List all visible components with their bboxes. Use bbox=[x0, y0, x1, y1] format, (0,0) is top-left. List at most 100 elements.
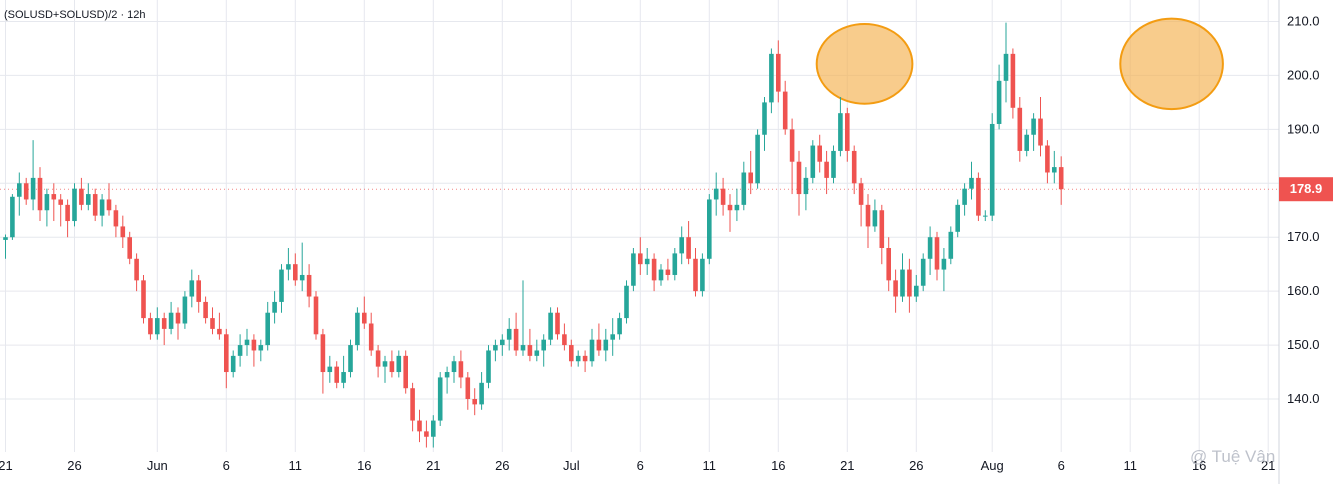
candle-body bbox=[106, 199, 112, 211]
candle-body bbox=[672, 253, 678, 275]
candle-body bbox=[569, 345, 574, 362]
x-tick-label: Jun bbox=[147, 458, 168, 473]
candle-body bbox=[927, 237, 933, 259]
candle-body bbox=[348, 345, 353, 373]
candle-body bbox=[796, 161, 802, 195]
candle-body bbox=[527, 345, 533, 356]
y-tick-label: 170.0 bbox=[1287, 229, 1320, 244]
candle-body bbox=[575, 355, 581, 362]
candle-body bbox=[969, 177, 974, 189]
candle-body bbox=[513, 328, 519, 351]
candle-body bbox=[907, 269, 912, 297]
candle-body bbox=[120, 226, 126, 238]
candle-body bbox=[555, 312, 560, 335]
candle-body bbox=[99, 199, 105, 216]
candle-body bbox=[941, 258, 947, 270]
candle-body bbox=[51, 194, 57, 200]
x-tick-label: 6 bbox=[637, 458, 644, 473]
y-tick-label: 150.0 bbox=[1287, 337, 1320, 352]
candle-body bbox=[368, 323, 374, 351]
x-tick-label: 21 bbox=[0, 458, 13, 473]
candle-body bbox=[789, 129, 795, 162]
candle-body bbox=[410, 388, 415, 421]
y-tick-label: 200.0 bbox=[1287, 67, 1320, 82]
candle-body bbox=[776, 53, 781, 92]
candle-body bbox=[582, 355, 588, 362]
candle-body bbox=[306, 274, 312, 297]
candle-body bbox=[934, 237, 940, 270]
candle-body bbox=[72, 188, 77, 222]
candle-body bbox=[1003, 53, 1009, 81]
candle-body bbox=[203, 301, 208, 319]
candle-body bbox=[734, 204, 740, 211]
candle-body bbox=[748, 172, 753, 184]
candle-body bbox=[341, 372, 346, 383]
y-tick-label: 140.0 bbox=[1287, 391, 1320, 406]
candle-body bbox=[658, 269, 664, 281]
x-tick-label: Aug bbox=[981, 458, 1004, 473]
candle-body bbox=[686, 237, 691, 259]
candle-body bbox=[375, 350, 381, 367]
candle-body bbox=[1031, 118, 1036, 135]
candle-body bbox=[1010, 53, 1016, 108]
candle-body bbox=[948, 231, 954, 259]
candle-body bbox=[638, 253, 643, 265]
candle-body bbox=[86, 194, 91, 205]
candle-body bbox=[134, 258, 139, 281]
candle-body bbox=[879, 210, 885, 248]
candle-body bbox=[417, 420, 422, 432]
candle-body bbox=[382, 361, 388, 367]
time-axis[interactable]: 21 26 Jun 6 11 16 21 26 Jul 6 11 16 21 26 Aug 6 11 16 21 bbox=[0, 458, 1275, 473]
highlight-circles bbox=[815, 17, 1224, 111]
x-tick-label: 11 bbox=[703, 458, 717, 473]
y-tick-label: 160.0 bbox=[1287, 283, 1320, 298]
candle-body bbox=[803, 177, 809, 195]
candle-body bbox=[493, 345, 498, 351]
candle-body bbox=[851, 150, 857, 184]
candle-body bbox=[224, 334, 229, 373]
candle-body bbox=[603, 339, 609, 351]
candle-body bbox=[769, 53, 774, 103]
candle-body bbox=[520, 345, 526, 351]
candle-body bbox=[389, 361, 395, 373]
candle-body bbox=[58, 199, 63, 205]
candle-body bbox=[865, 204, 871, 227]
candle-body bbox=[1038, 118, 1043, 146]
candle-body bbox=[596, 339, 602, 351]
candle-body bbox=[548, 312, 553, 340]
candle-body bbox=[3, 237, 8, 240]
candle-body bbox=[79, 188, 84, 205]
candle-body bbox=[741, 172, 747, 205]
x-tick-label: 16 bbox=[357, 458, 371, 473]
candle-body bbox=[210, 318, 215, 329]
candle-body bbox=[230, 355, 236, 373]
candle-body bbox=[782, 91, 788, 130]
watermark: @ Tuệ Vân bbox=[1190, 447, 1276, 466]
candle-body bbox=[1058, 167, 1064, 190]
candle-body bbox=[320, 334, 326, 373]
candle-body bbox=[644, 258, 650, 265]
x-tick-label: 11 bbox=[1123, 458, 1137, 473]
candle-body bbox=[396, 355, 402, 373]
candle-body bbox=[251, 339, 257, 351]
candle-body bbox=[327, 366, 333, 373]
y-tick-label: 210.0 bbox=[1287, 14, 1320, 29]
candle-body bbox=[589, 339, 595, 362]
candle-body bbox=[976, 177, 981, 216]
candle-body bbox=[651, 258, 657, 281]
candle-body bbox=[141, 280, 146, 319]
candle-body bbox=[817, 145, 822, 162]
x-tick-label: 26 bbox=[909, 458, 923, 473]
candle-body bbox=[244, 339, 250, 346]
candle-body bbox=[962, 188, 967, 205]
candle-body bbox=[113, 210, 119, 227]
candle-body bbox=[92, 194, 98, 216]
price-axis[interactable]: 210.0 200.0 190.0 170.0 160.0 150.0 140.0 bbox=[1279, 14, 1333, 407]
symbol-label[interactable]: (SOLUSD+SOLUSD)/2 · 12h bbox=[4, 9, 146, 21]
candle-body bbox=[272, 301, 277, 313]
candle-body bbox=[562, 334, 567, 346]
x-tick-label: 6 bbox=[223, 458, 230, 473]
candle-body bbox=[437, 377, 443, 421]
x-tick-label: 6 bbox=[1058, 458, 1065, 473]
